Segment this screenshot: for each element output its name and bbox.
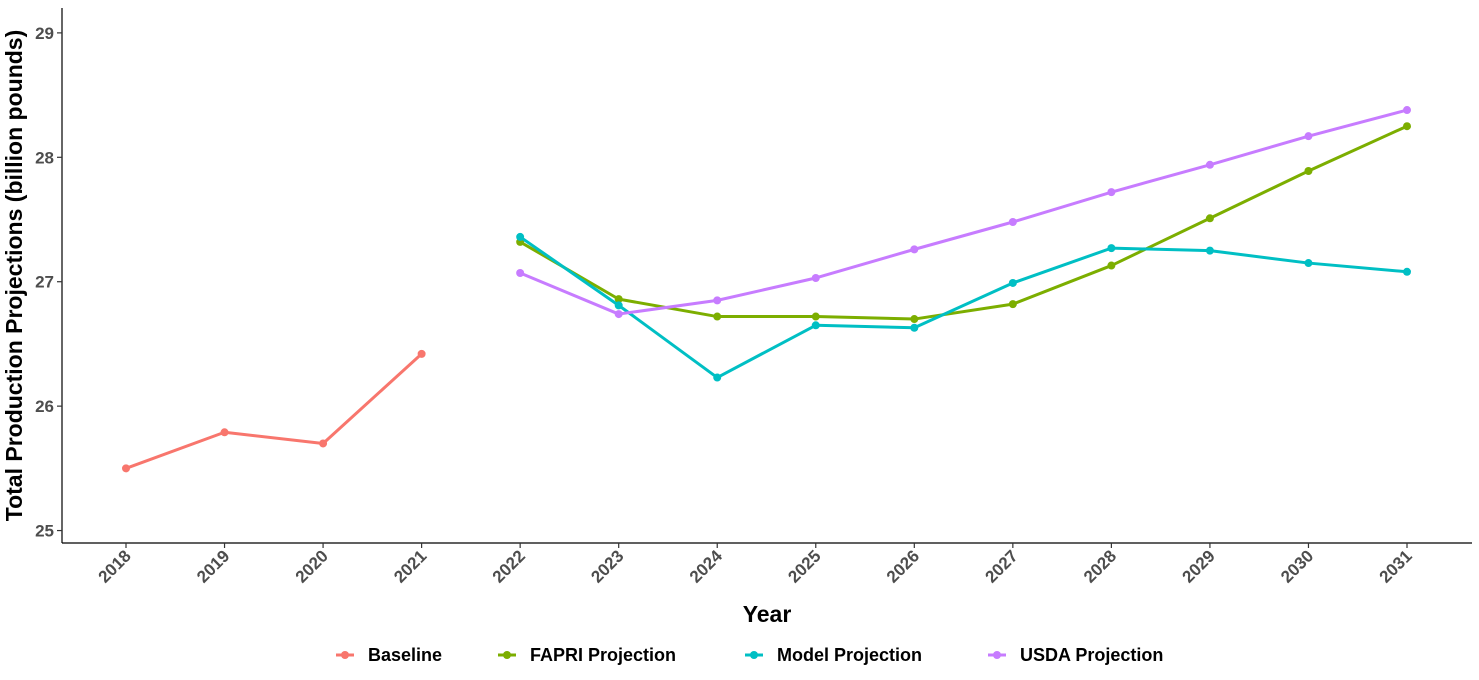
- series-line: [519, 108, 1408, 316]
- data-point: [910, 323, 919, 332]
- data-point: [811, 312, 820, 321]
- data-point: [1107, 244, 1116, 253]
- data-point: [1008, 300, 1017, 309]
- x-tick-label: 2019: [193, 546, 233, 586]
- x-tick-label: 2020: [292, 546, 332, 586]
- x-tick-label: 2021: [390, 546, 430, 586]
- legend-key-point: [750, 651, 758, 659]
- data-point: [1403, 122, 1411, 131]
- data-point: [1403, 267, 1411, 276]
- legend-item: Baseline: [336, 645, 442, 665]
- data-point: [1403, 106, 1411, 115]
- data-point: [1205, 160, 1214, 169]
- axes: [61, 8, 1472, 544]
- series-line: [125, 352, 423, 470]
- data-point: [1107, 261, 1116, 270]
- data-point: [614, 295, 623, 304]
- data-point: [1107, 188, 1116, 197]
- x-axis-title: Year: [743, 601, 792, 627]
- series-layer: [122, 106, 1411, 473]
- data-point: [516, 232, 525, 241]
- x-tick-label: 2027: [981, 546, 1021, 586]
- x-tick-label: 2026: [883, 546, 923, 586]
- data-point: [910, 315, 919, 324]
- x-axis-ticks: 2018 2019 2020 2021 2022 2023 2024 2025 2026 2027…: [95, 543, 1416, 587]
- data-point: [1304, 259, 1313, 268]
- data-point: [1304, 132, 1313, 141]
- y-tick-label: 25: [35, 522, 54, 541]
- data-point: [713, 373, 722, 382]
- data-point: [1008, 278, 1017, 287]
- data-point: [1008, 218, 1017, 226]
- series-line: [519, 124, 1408, 321]
- data-point: [811, 321, 820, 330]
- data-point: [417, 349, 426, 358]
- x-tick-label: 2018: [95, 546, 135, 586]
- legend-item: USDA Projection: [988, 645, 1163, 665]
- data-point: [1304, 166, 1313, 175]
- legend-label: FAPRI Projection: [530, 645, 676, 665]
- data-point: [614, 301, 623, 310]
- legend-label: Model Projection: [777, 645, 922, 665]
- legend-label: Baseline: [368, 645, 442, 665]
- x-tick-label: 2025: [784, 546, 824, 586]
- y-tick-label: 29: [35, 24, 54, 43]
- legend-label: USDA Projection: [1020, 645, 1163, 665]
- data-point: [713, 312, 722, 321]
- x-tick-label: 2023: [587, 546, 627, 586]
- x-tick-label: 2028: [1080, 546, 1120, 586]
- data-point: [910, 245, 919, 254]
- y-axis-ticks: 25 26 27 28 29: [35, 24, 62, 541]
- x-tick-label: 2031: [1376, 546, 1416, 586]
- series-baseline: [122, 349, 426, 473]
- data-point: [713, 296, 722, 305]
- legend-item: Model Projection: [745, 645, 922, 665]
- y-tick-label: 28: [35, 148, 54, 167]
- x-tick-label: 2030: [1277, 546, 1317, 586]
- data-point: [220, 428, 229, 437]
- x-tick-label: 2022: [489, 546, 529, 586]
- legend: Baseline FAPRI Projection Model Projection…: [336, 645, 1163, 665]
- series-model-projection: [516, 232, 1411, 382]
- legend-key-point: [503, 651, 511, 659]
- data-point: [811, 273, 820, 282]
- series-fapri-projection: [516, 122, 1411, 324]
- y-tick-label: 26: [35, 397, 54, 416]
- data-point: [319, 439, 328, 448]
- legend-item: FAPRI Projection: [498, 645, 676, 665]
- series-usda-projection: [516, 106, 1411, 319]
- y-tick-label: 27: [35, 273, 54, 292]
- legend-key-point: [341, 651, 349, 659]
- data-point: [1205, 246, 1214, 255]
- x-tick-label: 2024: [686, 546, 727, 587]
- legend-key-point: [993, 651, 1001, 659]
- data-point: [614, 310, 623, 319]
- series-line: [519, 235, 1408, 380]
- data-point: [122, 464, 130, 473]
- x-tick-label: 2029: [1179, 546, 1219, 586]
- data-point: [516, 269, 525, 278]
- data-point: [1205, 214, 1214, 223]
- y-axis-title: Total Production Projections (billion po…: [1, 30, 27, 522]
